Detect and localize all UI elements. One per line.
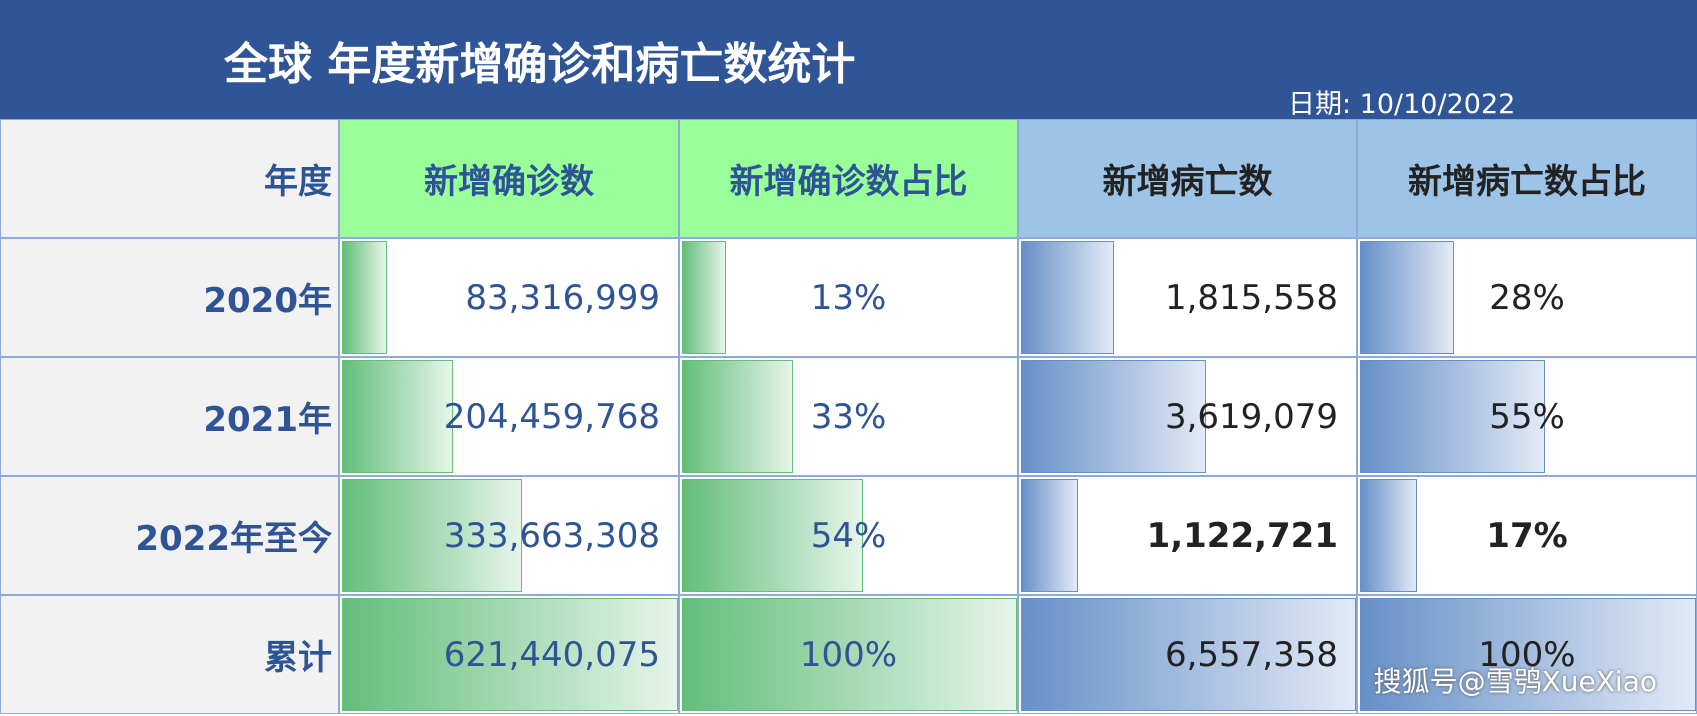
- watermark: 搜狐号@雪鸮XueXiao: [1373, 665, 1657, 698]
- cell-text: 17%: [1486, 515, 1568, 556]
- data-cell: 55%: [1357, 357, 1697, 476]
- title: 全球 年度新增确诊和病亡数统计: [224, 39, 856, 90]
- cell-text: 333,663,308: [443, 515, 660, 556]
- header-text: 新增确诊数占比: [729, 162, 968, 202]
- data-cell: 3,619,079: [1018, 357, 1357, 476]
- data-cell: 1,815,558: [1018, 238, 1357, 357]
- row-label-cell: 累计: [0, 595, 339, 714]
- title-bar: 全球 年度新增确诊和病亡数统计 日期: 10/10/2022: [0, 0, 1697, 120]
- cell-text: 55%: [1489, 396, 1565, 437]
- data-bar: [342, 479, 523, 592]
- header-cell: 新增确诊数占比: [679, 119, 1018, 238]
- data-cell: 17%: [1357, 476, 1697, 595]
- header-cell: 新增病亡数: [1018, 119, 1357, 238]
- cell-text: 6,557,358: [1164, 634, 1338, 675]
- data-bar: [342, 598, 678, 711]
- data-cell: 204,459,768: [339, 357, 679, 476]
- row-label-cell: 2022年至今: [0, 476, 339, 595]
- header-cell: 新增病亡数占比: [1357, 119, 1697, 238]
- data-cell: 28%: [1357, 238, 1697, 357]
- data-bar: [1021, 241, 1114, 354]
- cell-text: 1,122,721: [1146, 515, 1338, 556]
- cell-text: 2021年: [203, 400, 332, 440]
- cell-text: 621,440,075: [443, 634, 660, 675]
- cell-text: 1,815,558: [1164, 277, 1338, 318]
- data-cell: 54%: [679, 476, 1018, 595]
- row-label-cell: 2021年: [0, 357, 339, 476]
- data-bar: [342, 241, 388, 354]
- data-bar: [682, 479, 863, 592]
- cell-text: 累计: [264, 638, 332, 678]
- cell-text: 3,619,079: [1164, 396, 1338, 437]
- data-bar: [682, 598, 1017, 711]
- cell-text: 100%: [1478, 634, 1576, 675]
- data-bar: [1360, 479, 1418, 592]
- header-text: 新增病亡数占比: [1408, 162, 1646, 202]
- data-bar: [1021, 479, 1079, 592]
- data-bar: [1021, 360, 1206, 473]
- data-cell: 100%: [679, 595, 1018, 714]
- row-label-cell: 2020年: [0, 238, 339, 357]
- cell-text: 100%: [799, 634, 898, 675]
- data-cell: 100%: [1357, 595, 1697, 714]
- cell-text: 2022年至今: [135, 519, 332, 559]
- cell-text: 28%: [1489, 277, 1565, 318]
- data-cell: 33%: [679, 357, 1018, 476]
- data-bar: [342, 360, 453, 473]
- table: 年度 新增确诊数 新增确诊数占比 新增病亡数 新增病亡数占比 2020年 83,316,99…: [0, 119, 1697, 716]
- cell-text: 204,459,768: [443, 396, 660, 437]
- data-bar: [1360, 598, 1696, 711]
- date: 日期: 10/10/2022: [1288, 89, 1516, 120]
- cell-text: 54%: [810, 515, 887, 556]
- data-cell: 13%: [679, 238, 1018, 357]
- data-bar: [1360, 360, 1545, 473]
- data-bar: [1360, 241, 1455, 354]
- header-text: 新增确诊数: [424, 162, 594, 202]
- data-bar: [1021, 598, 1356, 711]
- cell-text: 13%: [810, 277, 887, 318]
- data-cell: 83,316,999: [339, 238, 679, 357]
- header-cell: 新增确诊数: [339, 119, 679, 238]
- data-cell: 6,557,358: [1018, 595, 1357, 714]
- data-cell: 333,663,308: [339, 476, 679, 595]
- cell-text: 83,316,999: [465, 277, 660, 318]
- data-bar: [682, 241, 726, 354]
- data-cell: 621,440,075: [339, 595, 679, 714]
- data-cell: 1,122,721: [1018, 476, 1357, 595]
- data-bar: [682, 360, 793, 473]
- header-text: 年度: [264, 162, 332, 202]
- cell-text: 2020年: [203, 281, 332, 321]
- cell-text: 33%: [810, 396, 887, 437]
- header-cell: 年度: [0, 119, 339, 238]
- header-text: 新增病亡数: [1102, 162, 1273, 202]
